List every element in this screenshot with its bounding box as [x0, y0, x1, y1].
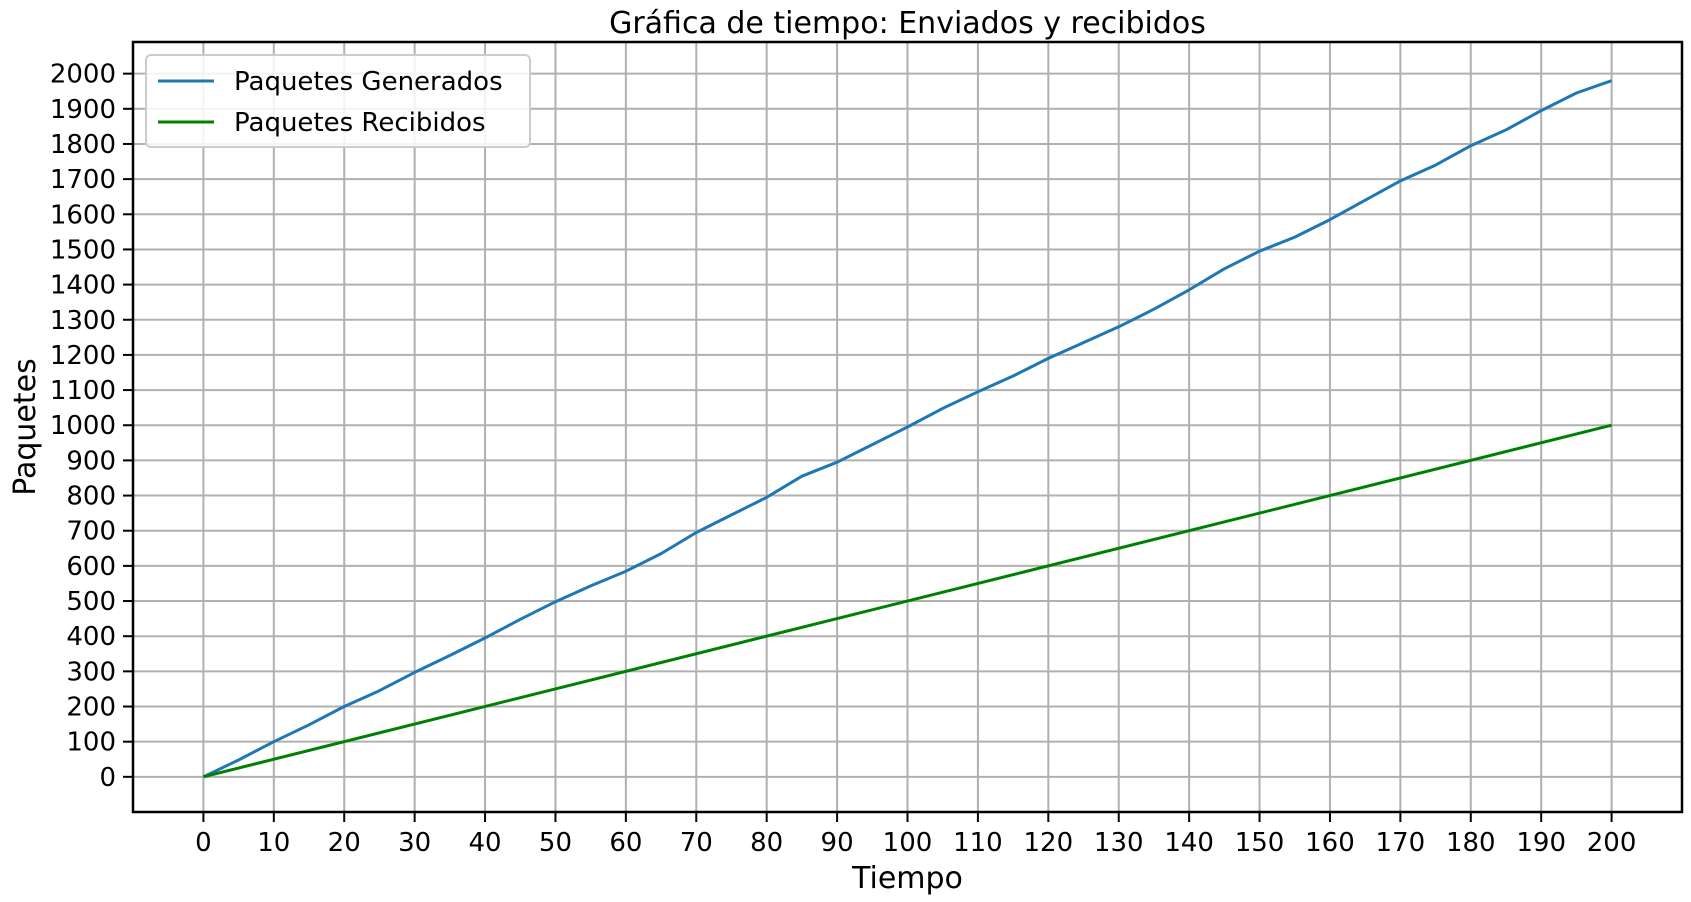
- x-tick-label: 200: [1587, 828, 1637, 858]
- y-tick-label: 1000: [50, 411, 116, 441]
- y-tick-label: 600: [66, 552, 116, 582]
- y-tick-label: 1200: [50, 341, 116, 371]
- x-tick-label: 130: [1094, 828, 1144, 858]
- x-tick-label: 190: [1516, 828, 1566, 858]
- y-tick-label: 400: [66, 622, 116, 652]
- x-tick-label: 170: [1376, 828, 1426, 858]
- x-tick-label: 100: [883, 828, 933, 858]
- y-tick-label: 1600: [50, 200, 116, 230]
- y-tick-label: 300: [66, 657, 116, 687]
- y-tick-label: 2000: [50, 60, 116, 90]
- x-tick-label: 30: [398, 828, 431, 858]
- x-tick-label: 50: [539, 828, 572, 858]
- legend-label: Paquetes Generados: [234, 67, 503, 97]
- x-tick-label: 160: [1305, 828, 1355, 858]
- y-axis-title: Paquetes: [8, 358, 43, 496]
- x-tick-label: 120: [1023, 828, 1073, 858]
- y-tick-label: 1400: [50, 271, 116, 301]
- y-tick-label: 0: [99, 763, 116, 793]
- y-tick-label: 1100: [50, 376, 116, 406]
- y-tick-label: 500: [66, 587, 116, 617]
- y-tick-label: 700: [66, 517, 116, 547]
- chart-title: Gráfica de tiempo: Enviados y recibidos: [609, 6, 1206, 41]
- x-tick-label: 90: [821, 828, 854, 858]
- x-tick-label: 40: [468, 828, 501, 858]
- y-tick-label: 1800: [50, 130, 116, 160]
- x-tick-label: 0: [195, 828, 212, 858]
- y-tick-label: 1300: [50, 306, 116, 336]
- legend: Paquetes Generados Paquetes Recibidos: [145, 54, 531, 148]
- y-tick-label: 1900: [50, 95, 116, 125]
- x-tick-label: 110: [953, 828, 1003, 858]
- x-tick-label: 150: [1235, 828, 1285, 858]
- x-tick-label: 180: [1446, 828, 1496, 858]
- y-tick-label: 900: [66, 446, 116, 476]
- y-tick-label: 200: [66, 693, 116, 723]
- legend-label: Paquetes Recibidos: [234, 108, 486, 138]
- axis-ticks: 0 10 20 30 40 50 60 70 80 90 100 110 120 130 140 150 160…: [50, 60, 1637, 858]
- y-tick-label: 1500: [50, 235, 116, 265]
- series-line-2: [203, 423, 1612, 779]
- x-tick-label: 10: [257, 828, 290, 858]
- y-tick-label: 1700: [50, 165, 116, 195]
- y-tick-label: 800: [66, 482, 116, 512]
- x-tick-label: 20: [328, 828, 361, 858]
- x-tick-label: 70: [680, 828, 713, 858]
- series-layer: [202, 79, 1613, 779]
- y-tick-label: 100: [66, 728, 116, 758]
- grid: [133, 42, 1682, 812]
- x-tick-label: 80: [750, 828, 783, 858]
- x-tick-label: 60: [609, 828, 642, 858]
- x-axis-title: Tiempo: [851, 861, 963, 896]
- legend-box: [145, 54, 531, 148]
- series-line-1: [202, 79, 1613, 779]
- x-tick-label: 140: [1164, 828, 1214, 858]
